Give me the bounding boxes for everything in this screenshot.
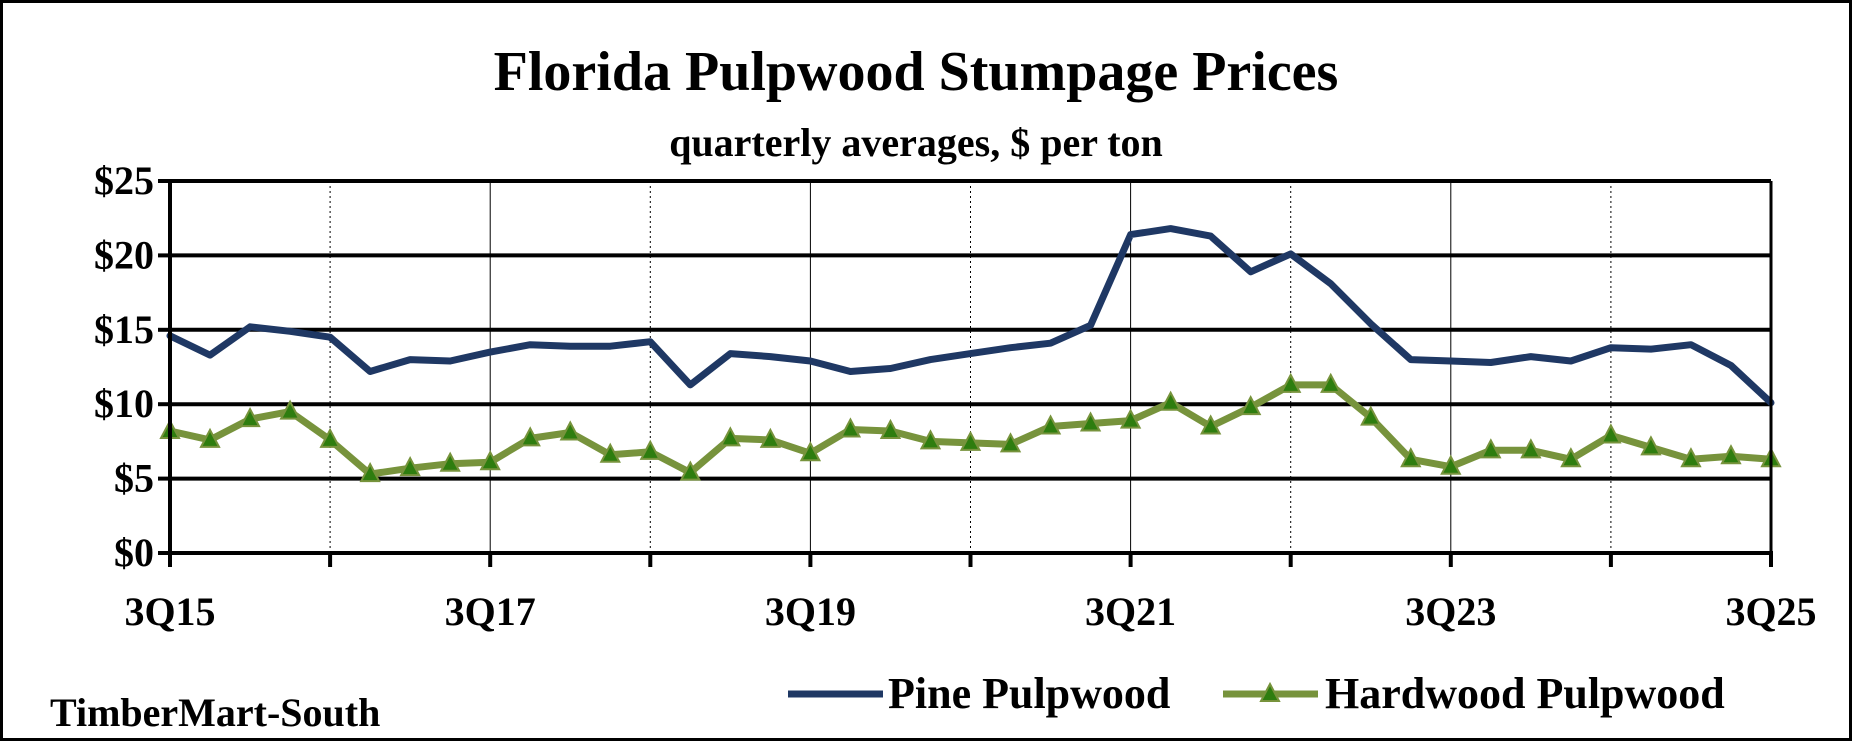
- data-point-hardwood: [719, 426, 742, 447]
- legend-label-pine: Pine Pulpwood: [888, 669, 1170, 718]
- legend-marker-hardwood: [1259, 681, 1281, 702]
- data-point-hardwood: [1320, 372, 1342, 393]
- data-point-hardwood: [1280, 372, 1302, 393]
- data-point-hardwood: [1560, 447, 1582, 468]
- y-tick-label: $25: [94, 158, 154, 203]
- data-point-hardwood: [639, 439, 661, 460]
- axes: $0 $5 $10 $15 $20 $25 3Q15 3Q17 3Q19 3Q21 3Q23 3Q25: [94, 158, 1817, 634]
- legend: Pine Pulpwood Hardwood Pulpwood: [788, 669, 1725, 718]
- series-layer: [159, 225, 1782, 483]
- data-point-hardwood: [439, 451, 461, 472]
- chart-title: Florida Pulpwood Stumpage Prices: [494, 41, 1339, 103]
- data-point-hardwood: [1119, 408, 1142, 429]
- data-point-hardwood: [999, 432, 1022, 453]
- x-tick-label: 3Q25: [1725, 589, 1816, 634]
- series-line-pine: [166, 225, 1775, 407]
- data-point-hardwood: [1640, 435, 1662, 456]
- y-tick-label: $0: [114, 530, 154, 575]
- data-point-hardwood: [879, 418, 902, 439]
- data-point-hardwood: [359, 461, 381, 483]
- grid: [170, 179, 1771, 553]
- data-point-hardwood: [1079, 411, 1102, 432]
- source-label: TimberMart-South: [50, 690, 380, 735]
- data-point-hardwood: [1240, 395, 1262, 416]
- data-point-hardwood: [1039, 414, 1062, 435]
- data-point-hardwood: [1720, 444, 1742, 465]
- chart-svg: Florida Pulpwood Stumpage Prices quarter…: [50, 41, 1817, 735]
- data-point-hardwood: [799, 441, 822, 462]
- data-point-hardwood: [559, 420, 581, 441]
- data-point-hardwood: [759, 427, 782, 448]
- y-tick-label: $5: [114, 456, 154, 501]
- data-point-hardwood: [1600, 423, 1622, 444]
- data-point-hardwood: [519, 426, 541, 447]
- y-tick-label: $20: [94, 232, 154, 277]
- data-point-hardwood: [1520, 438, 1542, 459]
- x-tick-label: 3Q17: [445, 589, 536, 634]
- data-point-hardwood: [679, 460, 701, 481]
- x-tick-label: 3Q21: [1085, 589, 1176, 634]
- data-point-hardwood: [319, 427, 341, 448]
- x-tick-label: 3Q23: [1405, 589, 1496, 634]
- x-tick-label: 3Q15: [124, 589, 215, 634]
- y-tick-label: $10: [94, 381, 154, 426]
- data-point-hardwood: [919, 429, 942, 450]
- data-point-hardwood: [239, 406, 261, 428]
- data-point-hardwood: [479, 450, 501, 471]
- data-point-hardwood: [279, 399, 301, 420]
- y-tick-label: $15: [94, 307, 154, 352]
- data-point-hardwood: [199, 427, 221, 448]
- x-tick-label: 3Q19: [765, 589, 856, 634]
- data-point-hardwood: [1199, 414, 1222, 435]
- chart-subtitle: quarterly averages, $ per ton: [669, 120, 1163, 165]
- data-point-hardwood: [599, 442, 621, 463]
- data-point-hardwood: [1360, 405, 1382, 426]
- data-point-hardwood: [1400, 447, 1422, 468]
- legend-label-hardwood: Hardwood Pulpwood: [1325, 669, 1725, 718]
- data-point-hardwood: [959, 430, 982, 451]
- data-point-hardwood: [399, 456, 421, 477]
- data-point-hardwood: [1480, 438, 1502, 459]
- data-point-hardwood: [1680, 447, 1702, 468]
- data-point-hardwood: [1159, 390, 1182, 411]
- data-point-hardwood: [1440, 454, 1462, 475]
- data-point-hardwood: [839, 417, 862, 438]
